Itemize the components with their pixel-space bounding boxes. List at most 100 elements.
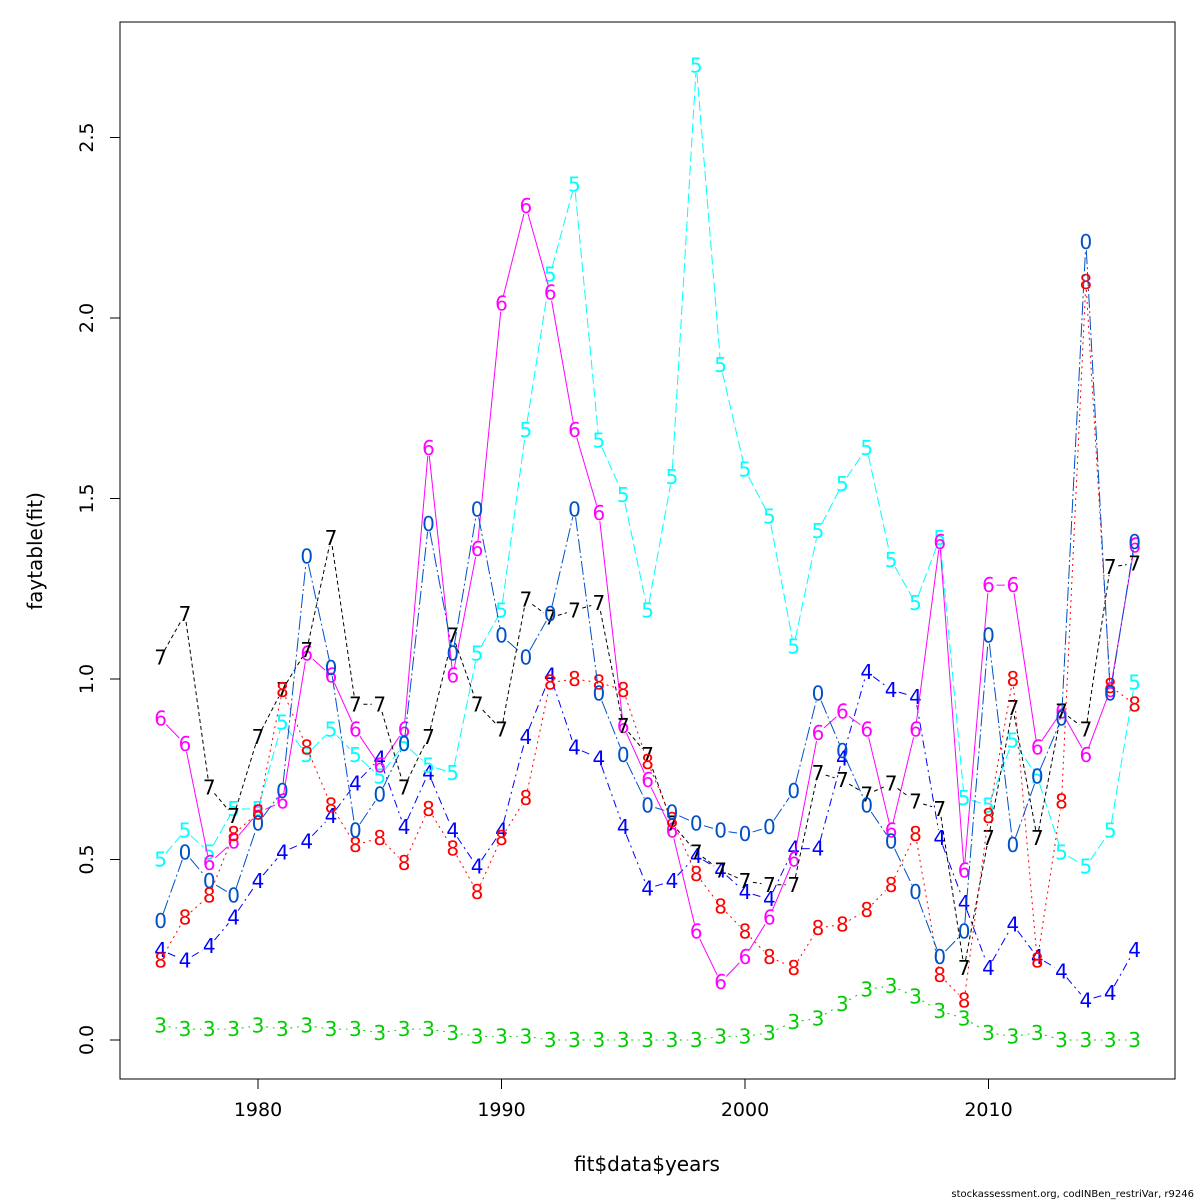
series-4-point: 4 [714,858,727,882]
series-4-segment [581,750,592,756]
series-3-point: 3 [860,977,873,1001]
series-8-segment [406,816,426,857]
series-7-segment [825,774,835,779]
series-5-point: 5 [885,548,898,572]
series-3-point: 3 [666,1028,679,1052]
series-5-segment [384,750,400,771]
series-0-segment [307,563,330,661]
series-4-segment [167,952,178,958]
series-0-point: 0 [495,624,508,648]
series-5-segment [259,729,281,802]
series-7-point: 7 [982,826,995,850]
series-7-point: 7 [593,591,606,615]
series-0-point: 0 [958,920,971,944]
series-0-segment [601,700,621,748]
series-3-point: 3 [471,1024,484,1048]
series-7-point: 7 [1055,699,1068,723]
series-6-point: 6 [179,732,192,756]
series-7-point: 7 [154,645,167,669]
series-4-point: 4 [154,938,167,962]
series-4-point: 4 [519,725,532,749]
series-8-segment [964,824,988,993]
series-5-point: 5 [666,465,679,489]
series-5-segment [721,372,744,462]
series-3-point: 3 [739,1024,752,1048]
series-5-segment [867,455,890,553]
series-5-segment [940,546,964,791]
series-4-point: 4 [690,844,703,868]
series-6-point: 6 [154,707,167,731]
series-6-segment [1065,718,1083,749]
series-8-point: 8 [909,822,922,846]
series-6-segment [964,593,989,863]
series-0-segment [845,758,864,799]
series-4-point: 4 [276,840,289,864]
series-8-point: 8 [373,826,386,850]
series-6-point: 6 [593,501,606,525]
series-6-point: 6 [398,718,411,742]
series-4-point: 4 [325,804,338,828]
series-6-point: 6 [519,194,532,218]
series-0-point: 0 [666,801,679,825]
series-4-segment [752,893,762,898]
series-7-segment [482,709,497,725]
series-3-point: 3 [885,974,898,998]
series-3-point: 3 [1031,1021,1044,1045]
series-7-point: 7 [325,526,338,550]
series-3-point: 3 [519,1024,532,1048]
series-3-point: 3 [252,1014,265,1038]
series-6-segment [186,751,209,856]
x-tick-label: 1990 [477,1099,525,1121]
series-0-point: 0 [252,811,265,835]
series-6-point: 6 [203,851,216,875]
series-6-point: 6 [787,848,800,872]
series-0-segment [626,761,645,799]
series-3-segment [874,986,884,989]
series-7-segment [727,873,738,879]
series-6-point: 6 [812,721,825,745]
series-7-point: 7 [1128,551,1141,575]
y-tick-label: 1.0 [76,664,98,694]
series-5-point: 5 [422,754,435,778]
series-5-segment [624,502,647,603]
series-7-point: 7 [787,873,800,897]
series-6-segment [312,658,326,671]
series-6-point: 6 [1104,678,1117,702]
series-0-point: 0 [568,497,581,521]
series-4-point: 4 [227,905,240,929]
series-6-segment [868,737,890,823]
series-3-segment [922,1000,934,1008]
series-5-point: 5 [252,797,265,821]
series-6-segment [748,923,766,951]
series-0-point: 0 [593,681,606,705]
series-6-segment [915,549,940,722]
series-6-segment [673,838,695,925]
series-3-point: 3 [958,1006,971,1030]
series-4-point: 4 [812,837,825,861]
series-0-point: 0 [885,829,898,853]
series-5-point: 5 [446,761,459,785]
series-3-segment [752,1033,762,1036]
series-0-point: 0 [787,779,800,803]
series-5-segment [1016,746,1034,771]
y-axis: 0.0 0.5 1.0 1.5 2.0 2.5 [76,122,121,1055]
series-6-segment [428,455,453,668]
series-4-point: 4 [763,887,776,911]
series-3-point: 3 [154,1014,167,1038]
series-5-segment [311,734,326,750]
series-8-segment [1037,809,1061,953]
series-7-segment [676,829,692,847]
series-5-point: 5 [495,598,508,622]
series-5-point: 5 [739,458,752,482]
series-3-point: 3 [982,1021,995,1045]
series-7-segment [261,696,280,730]
series-4-segment [726,875,740,888]
series-8-segment [309,754,329,799]
series-3-segment [947,1012,957,1017]
series-7-segment [702,856,715,866]
series-7-point: 7 [568,598,581,622]
series-5-point: 5 [763,505,776,529]
series-0-point: 0 [1006,833,1019,857]
series-7-segment [965,845,988,961]
series-4-point: 4 [398,815,411,839]
